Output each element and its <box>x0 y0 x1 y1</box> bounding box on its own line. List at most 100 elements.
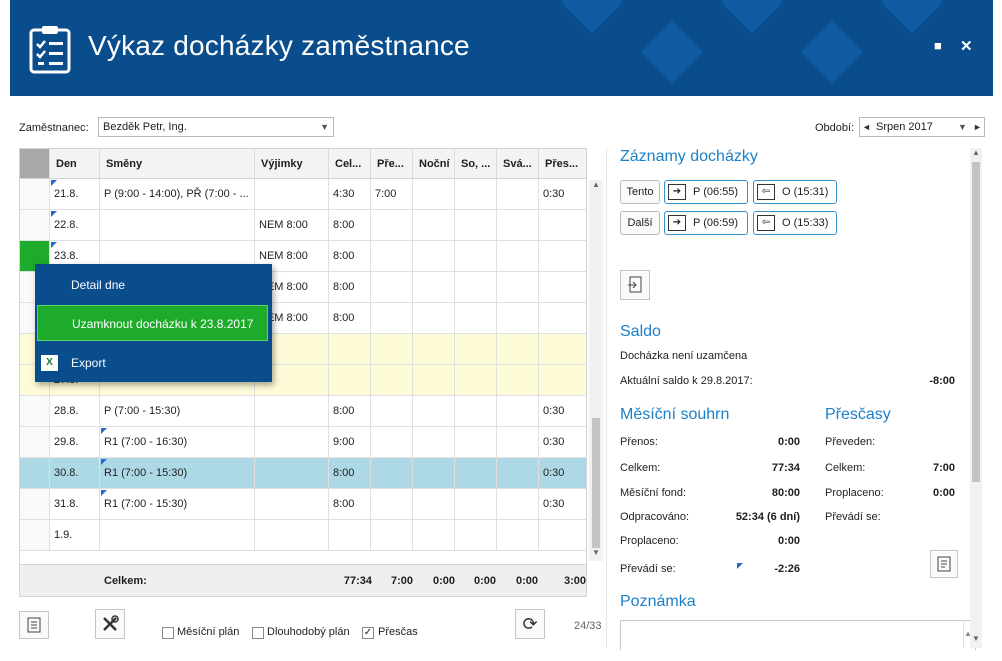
grid-cell-sva[interactable] <box>497 272 539 303</box>
grid-cell-nocni[interactable] <box>413 303 455 334</box>
grid-scrollbar[interactable]: ▲ ▼ <box>589 180 603 561</box>
row-selector[interactable] <box>20 458 50 489</box>
grid-cell-so[interactable] <box>455 427 497 458</box>
grid-cell-cel[interactable] <box>329 365 371 396</box>
grid-cell-nocni[interactable] <box>413 365 455 396</box>
column-header-so[interactable]: So, ... <box>455 149 497 179</box>
grid-cell-pres[interactable] <box>539 365 586 396</box>
grid-cell-vyjimky[interactable] <box>255 489 329 520</box>
refresh-button[interactable]: ⟳ <box>515 609 545 639</box>
grid-cell-so[interactable] <box>455 179 497 210</box>
grid-cell-nocni[interactable] <box>413 272 455 303</box>
grid-cell-pre[interactable] <box>371 427 413 458</box>
grid-cell-nocni[interactable] <box>413 427 455 458</box>
row-selector[interactable] <box>20 427 50 458</box>
grid-cell-sva[interactable] <box>497 458 539 489</box>
grid-cell-pres[interactable]: 0:30 <box>539 179 586 210</box>
tools-button[interactable] <box>95 609 125 639</box>
scroll-down-icon[interactable]: ▼ <box>972 634 980 643</box>
menu-item-export[interactable]: X Export <box>37 345 268 381</box>
grid-cell-sva[interactable] <box>497 520 539 551</box>
grid-cell-so[interactable] <box>455 520 497 551</box>
grid-cell-pre[interactable] <box>371 241 413 272</box>
row-selector[interactable] <box>20 489 50 520</box>
grid-scroll-thumb[interactable] <box>592 418 600 548</box>
grid-cell-vyjimky[interactable] <box>255 427 329 458</box>
grid-cell-den[interactable]: 21.8. <box>50 179 100 210</box>
grid-cell-pres[interactable] <box>539 272 586 303</box>
grid-cell-vyjimky[interactable] <box>255 396 329 427</box>
grid-cell-cel[interactable]: 4:30 <box>329 179 371 210</box>
chevron-down-icon[interactable]: ▼ <box>958 122 967 132</box>
grid-cell-den[interactable]: 28.8. <box>50 396 100 427</box>
grid-cell-nocni[interactable] <box>413 489 455 520</box>
grid-cell-nocni[interactable] <box>413 458 455 489</box>
grid-cell-cel[interactable]: 8:00 <box>329 272 371 303</box>
grid-cell-so[interactable] <box>455 458 497 489</box>
grid-cell-sva[interactable] <box>497 303 539 334</box>
note-textarea[interactable]: ▲ <box>620 620 976 650</box>
grid-cell-pre[interactable] <box>371 520 413 551</box>
grid-cell-vyjimky[interactable] <box>255 179 329 210</box>
next-period-icon[interactable]: ► <box>973 122 982 132</box>
prev-period-icon[interactable]: ◄ <box>862 122 871 132</box>
column-header-pres[interactable]: Přes... <box>539 149 586 179</box>
grid-cell-pre[interactable]: 7:00 <box>371 179 413 210</box>
grid-cell-so[interactable] <box>455 210 497 241</box>
grid-cell-sva[interactable] <box>497 210 539 241</box>
grid-cell-cel[interactable]: 8:00 <box>329 210 371 241</box>
row-selector[interactable] <box>20 210 50 241</box>
grid-cell-sva[interactable] <box>497 489 539 520</box>
grid-cell-pre[interactable] <box>371 272 413 303</box>
grid-cell-nocni[interactable] <box>413 396 455 427</box>
grid-cell-smeny[interactable] <box>100 520 255 551</box>
grid-cell-smeny[interactable]: P (9:00 - 14:00), PŘ (7:00 - ... <box>100 179 255 210</box>
grid-cell-cel[interactable]: 8:00 <box>329 303 371 334</box>
grid-cell-pre[interactable] <box>371 210 413 241</box>
panel-scrollbar[interactable]: ▲ ▼ <box>970 148 982 648</box>
grid-cell-vyjimky[interactable]: NEM 8:00 <box>255 210 329 241</box>
grid-cell-nocni[interactable] <box>413 334 455 365</box>
grid-cell-smeny[interactable] <box>100 210 255 241</box>
attendance-grid[interactable]: Den Směny Výjimky Cel... Pře... Noční So, ... S… <box>19 148 587 565</box>
add-record-button[interactable] <box>620 270 650 300</box>
grid-cell-smeny[interactable]: R1 (7:00 - 15:30) <box>100 458 255 489</box>
grid-cell-pre[interactable] <box>371 365 413 396</box>
period-select[interactable]: ◄ Srpen 2017 ▼ ► <box>859 117 985 137</box>
grid-cell-sva[interactable] <box>497 365 539 396</box>
grid-cell-so[interactable] <box>455 272 497 303</box>
mesicni-plan-checkbox[interactable] <box>162 627 174 639</box>
column-header-cel[interactable]: Cel... <box>329 149 371 179</box>
grid-cell-so[interactable] <box>455 334 497 365</box>
grid-cell-sva[interactable] <box>497 241 539 272</box>
menu-item-detail-dne[interactable]: Detail dne <box>37 267 268 303</box>
grid-cell-pres[interactable]: 0:30 <box>539 489 586 520</box>
grid-cell-vyjimky[interactable] <box>255 458 329 489</box>
grid-cell-den[interactable]: 31.8. <box>50 489 100 520</box>
column-header-den[interactable]: Den <box>50 149 100 179</box>
note-scrollbar[interactable] <box>963 620 977 648</box>
grid-cell-pres[interactable] <box>539 210 586 241</box>
grid-cell-smeny[interactable]: R1 (7:00 - 15:30) <box>100 489 255 520</box>
grid-cell-cel[interactable] <box>329 520 371 551</box>
column-header-nocni[interactable]: Noční <box>413 149 455 179</box>
grid-cell-nocni[interactable] <box>413 210 455 241</box>
grid-cell-so[interactable] <box>455 365 497 396</box>
grid-cell-vyjimky[interactable] <box>255 520 329 551</box>
scroll-up-icon[interactable]: ▲ <box>972 148 980 157</box>
tento-button[interactable]: Tento <box>620 180 660 204</box>
grid-cell-so[interactable] <box>455 489 497 520</box>
grid-cell-pre[interactable] <box>371 303 413 334</box>
tento-prichod-record[interactable]: ➔ P (06:55) <box>664 180 748 204</box>
column-header-pre[interactable]: Pře... <box>371 149 413 179</box>
grid-cell-den[interactable]: 29.8. <box>50 427 100 458</box>
overtime-report-button[interactable] <box>930 550 958 578</box>
grid-cell-den[interactable]: 30.8. <box>50 458 100 489</box>
column-header-sva[interactable]: Svá... <box>497 149 539 179</box>
grid-cell-pres[interactable] <box>539 241 586 272</box>
grid-cell-smeny[interactable]: R1 (7:00 - 16:30) <box>100 427 255 458</box>
grid-cell-pres[interactable]: 0:30 <box>539 458 586 489</box>
grid-cell-cel[interactable]: 9:00 <box>329 427 371 458</box>
scroll-up-icon[interactable]: ▲ <box>964 629 972 638</box>
close-button[interactable]: ✕ <box>960 38 973 55</box>
